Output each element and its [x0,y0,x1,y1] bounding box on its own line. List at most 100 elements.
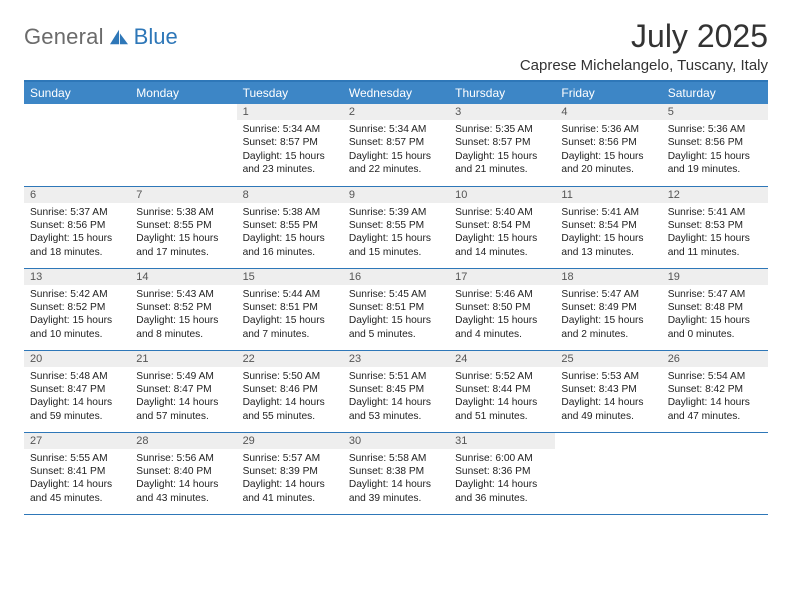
day-number: 29 [237,433,343,449]
day-number: 14 [130,269,236,285]
daylight-line: Daylight: 14 hours and 47 minutes. [668,397,750,421]
day-cell: 7Sunrise: 5:38 AMSunset: 8:55 PMDaylight… [130,186,236,268]
calendar-table: SundayMondayTuesdayWednesdayThursdayFrid… [24,80,768,515]
daylight-line: Daylight: 15 hours and 18 minutes. [30,233,112,257]
sunrise-line: Sunrise: 6:00 AM [455,453,533,464]
day-cell: 12Sunrise: 5:41 AMSunset: 8:53 PMDayligh… [662,186,768,268]
day-details: Sunrise: 5:36 AMSunset: 8:56 PMDaylight:… [555,120,661,183]
logo: General Blue [24,24,178,50]
day-cell: 2Sunrise: 5:34 AMSunset: 8:57 PMDaylight… [343,104,449,186]
daylight-line: Daylight: 14 hours and 55 minutes. [243,397,325,421]
day-details: Sunrise: 5:47 AMSunset: 8:49 PMDaylight:… [555,285,661,348]
sunset-line: Sunset: 8:50 PM [455,302,530,313]
sunrise-line: Sunrise: 5:54 AM [668,371,746,382]
week-row: 1 Sunrise: 5:34 AM Sunset: 8:57 PM Daylight… [24,104,768,186]
day-number: 17 [449,269,555,285]
day-details: Sunrise: 5:44 AMSunset: 8:51 PMDaylight:… [237,285,343,348]
sunrise-line: Sunrise: 5:41 AM [668,207,746,218]
week-row: 27Sunrise: 5:55 AMSunset: 8:41 PMDayligh… [24,432,768,514]
sunrise-line: Sunrise: 5:34 AM [243,124,321,135]
empty-cell [24,104,130,186]
page-subtitle: Caprese Michelangelo, Tuscany, Italy [520,57,768,74]
day-number: 11 [555,187,661,203]
week-row: 20Sunrise: 5:48 AMSunset: 8:47 PMDayligh… [24,350,768,432]
day-number: 23 [343,351,449,367]
day-number: 19 [662,269,768,285]
day-cell: 20Sunrise: 5:48 AMSunset: 8:47 PMDayligh… [24,350,130,432]
day-number: 1 [237,104,343,120]
sunset-line: Sunset: 8:47 PM [136,384,211,395]
sunrise-line: Sunrise: 5:49 AM [136,371,214,382]
day-details: Sunrise: 5:41 AMSunset: 8:54 PMDaylight:… [555,203,661,266]
daylight-line: Daylight: 14 hours and 45 minutes. [30,479,112,503]
daylight-line: Daylight: 15 hours and 23 minutes. [243,151,325,175]
day-details: Sunrise: 6:00 AMSunset: 8:36 PMDaylight:… [449,449,555,512]
day-details: Sunrise: 5:53 AMSunset: 8:43 PMDaylight:… [555,367,661,430]
day-number: 21 [130,351,236,367]
sunrise-line: Sunrise: 5:36 AM [668,124,746,135]
sunset-line: Sunset: 8:48 PM [668,302,743,313]
day-details: Sunrise: 5:48 AMSunset: 8:47 PMDaylight:… [24,367,130,430]
header: General Blue July 2025 Caprese Michelang… [24,18,768,74]
day-details: Sunrise: 5:52 AMSunset: 8:44 PMDaylight:… [449,367,555,430]
sunset-line: Sunset: 8:36 PM [455,466,530,477]
daylight-line: Daylight: 15 hours and 19 minutes. [668,151,750,175]
sunset-line: Sunset: 8:57 PM [349,137,424,148]
day-details: Sunrise: 5:54 AM Sunset: 8:42 PM Daylight:… [662,367,768,430]
empty-cell [555,432,661,514]
sunrise-line: Sunrise: 5:42 AM [30,289,108,300]
day-number: 15 [237,269,343,285]
day-number: 10 [449,187,555,203]
daylight-line: Daylight: 14 hours and 43 minutes. [136,479,218,503]
daylight-line: Daylight: 15 hours and 17 minutes. [136,233,218,257]
daylight-line: Daylight: 15 hours and 10 minutes. [30,315,112,339]
logo-text-general: General [24,24,104,50]
day-number: 18 [555,269,661,285]
day-details: Sunrise: 5:34 AM Sunset: 8:57 PM Daylight:… [237,120,343,183]
sunrise-line: Sunrise: 5:35 AM [455,124,533,135]
sunset-line: Sunset: 8:51 PM [243,302,318,313]
day-cell: 18Sunrise: 5:47 AMSunset: 8:49 PMDayligh… [555,268,661,350]
day-number: 22 [237,351,343,367]
daylight-line: Daylight: 14 hours and 41 minutes. [243,479,325,503]
sunrise-line: Sunrise: 5:56 AM [136,453,214,464]
sunrise-line: Sunrise: 5:45 AM [349,289,427,300]
day-number: 8 [237,187,343,203]
day-cell: 16Sunrise: 5:45 AMSunset: 8:51 PMDayligh… [343,268,449,350]
daylight-line: Daylight: 15 hours and 7 minutes. [243,315,325,339]
day-cell: 21 Sunrise: 5:49 AM Sunset: 8:47 PM Dayligh… [130,350,236,432]
day-details: Sunrise: 5:35 AMSunset: 8:57 PMDaylight:… [449,120,555,183]
daylight-line: Daylight: 14 hours and 51 minutes. [455,397,537,421]
day-details: Sunrise: 5:56 AMSunset: 8:40 PMDaylight:… [130,449,236,512]
sunset-line: Sunset: 8:57 PM [243,137,318,148]
sunset-line: Sunset: 8:52 PM [136,302,211,313]
sunrise-line: Sunrise: 5:52 AM [455,371,533,382]
sunset-line: Sunset: 8:56 PM [30,220,105,231]
day-cell: 6Sunrise: 5:37 AMSunset: 8:56 PMDaylight… [24,186,130,268]
day-details: Sunrise: 5:38 AMSunset: 8:55 PMDaylight:… [237,203,343,266]
sunset-line: Sunset: 8:54 PM [561,220,636,231]
daylight-line: Daylight: 15 hours and 20 minutes. [561,151,643,175]
sunrise-line: Sunrise: 5:50 AM [243,371,321,382]
day-details: Sunrise: 5:58 AMSunset: 8:38 PMDaylight:… [343,449,449,512]
sunrise-line: Sunrise: 5:57 AM [243,453,321,464]
sunrise-line: Sunrise: 5:47 AM [561,289,639,300]
day-details: Sunrise: 5:46 AMSunset: 8:50 PMDaylight:… [449,285,555,348]
sunset-line: Sunset: 8:42 PM [668,384,743,395]
day-cell: 4Sunrise: 5:36 AMSunset: 8:56 PMDaylight… [555,104,661,186]
day-cell: 8Sunrise: 5:38 AMSunset: 8:55 PMDaylight… [237,186,343,268]
day-cell: 17Sunrise: 5:46 AMSunset: 8:50 PMDayligh… [449,268,555,350]
sunrise-line: Sunrise: 5:36 AM [561,124,639,135]
day-cell: 19Sunrise: 5:47 AMSunset: 8:48 PMDayligh… [662,268,768,350]
day-details: Sunrise: 5:43 AMSunset: 8:52 PMDaylight:… [130,285,236,348]
daylight-line: Daylight: 15 hours and 8 minutes. [136,315,218,339]
daylight-line: Daylight: 14 hours and 57 minutes. [136,397,218,421]
sunrise-line: Sunrise: 5:34 AM [349,124,427,135]
sunrise-line: Sunrise: 5:38 AM [136,207,214,218]
sunrise-line: Sunrise: 5:55 AM [30,453,108,464]
day-details: Sunrise: 5:40 AMSunset: 8:54 PMDaylight:… [449,203,555,266]
sunset-line: Sunset: 8:49 PM [561,302,636,313]
sunrise-line: Sunrise: 5:58 AM [349,453,427,464]
day-number: 6 [24,187,130,203]
day-number: 26 [662,351,768,367]
